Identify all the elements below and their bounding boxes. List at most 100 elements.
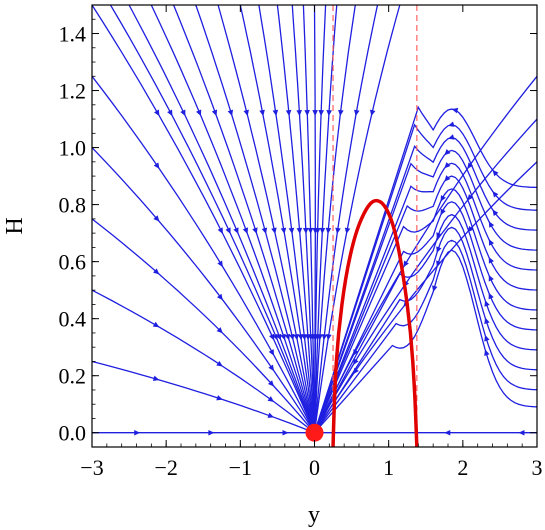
streamline — [92, 218, 315, 434]
x-tick-label: −1 — [229, 455, 252, 480]
streamline-arrow — [242, 227, 249, 234]
streamline — [313, 188, 537, 433]
x-tick-label: −3 — [80, 455, 103, 480]
streamline-arrow — [276, 333, 282, 341]
streamline-arrow — [484, 334, 490, 342]
nullcline-curve — [331, 198, 419, 447]
axis-arrow — [282, 429, 289, 436]
streamline — [313, 5, 379, 433]
streamline-arrow — [267, 412, 275, 418]
streamline-arrow — [261, 227, 268, 234]
streamline-arrow — [225, 227, 231, 234]
streamline-arrow — [467, 194, 474, 201]
x-axis-title: y — [308, 502, 320, 528]
streamline — [313, 162, 537, 433]
fixed-point-group — [305, 423, 324, 442]
streamline-arrow — [436, 260, 442, 268]
streamline — [291, 5, 316, 433]
streamline-arrow — [344, 227, 351, 234]
axis-arrow — [208, 429, 215, 436]
streamline — [276, 5, 316, 433]
axis-arrow — [134, 429, 141, 436]
streamline-arrow — [216, 327, 223, 334]
y-tick-label: 1.2 — [59, 79, 87, 104]
x-tick-label: 1 — [383, 455, 394, 480]
streamline-arrow — [297, 333, 304, 341]
y-tick-label: 1.0 — [59, 136, 87, 161]
streamline-arrow — [451, 107, 459, 114]
streamline-arrow — [252, 227, 258, 234]
streamline-arrow — [484, 349, 490, 356]
streamline — [195, 5, 316, 433]
streamline-arrow — [354, 109, 360, 117]
x-axis: −3 −2 −1 0 1 2 3 — [80, 5, 543, 480]
x-tick-label: −2 — [154, 455, 177, 480]
streamline-arrow — [338, 109, 344, 117]
streamline — [313, 5, 338, 433]
y-tick-label: 0.2 — [59, 364, 87, 389]
streamline-arrow — [153, 215, 160, 222]
streamline — [109, 5, 316, 433]
y-tick-label: 0.4 — [59, 307, 87, 332]
streamline — [313, 5, 327, 433]
streamline-arrow — [326, 333, 332, 341]
axis-arrow — [444, 429, 451, 436]
streamline-arrow — [167, 109, 173, 117]
streamline-arrow — [216, 360, 223, 367]
streamline — [313, 175, 537, 433]
streamline-arrow — [153, 162, 160, 169]
streamline-arrow — [227, 109, 234, 117]
y-axis-title: H — [2, 217, 28, 234]
streamline — [313, 5, 401, 433]
streamline — [313, 149, 537, 433]
streamline — [313, 5, 356, 433]
streamline-arrow — [318, 110, 325, 117]
x-tick-label: 3 — [532, 455, 543, 480]
streamline-arrow — [296, 109, 303, 117]
streamline-arrow — [284, 333, 291, 341]
streamline-arrow — [484, 317, 490, 325]
streamline-arrow — [243, 109, 249, 117]
streamline — [313, 105, 537, 433]
streamline-arrow — [302, 227, 309, 234]
streamline — [313, 226, 537, 434]
streamline-arrow — [444, 149, 451, 156]
streamline-arrow — [488, 239, 495, 246]
dashed-guides — [332, 5, 418, 447]
streamline-arrow — [484, 300, 490, 307]
streamline-arrow — [436, 246, 442, 253]
streamline-arrow — [444, 162, 451, 169]
streamline — [313, 201, 537, 433]
streamline — [302, 5, 316, 433]
streamline-arrow — [280, 333, 286, 341]
streamline-arrow — [285, 109, 292, 117]
streamline-arrow — [369, 109, 376, 117]
streamline-arrow — [216, 293, 223, 301]
streamline-arrow — [271, 227, 277, 234]
streamline — [217, 5, 316, 433]
streamline-arrow — [296, 227, 303, 234]
streamline — [239, 5, 316, 433]
streamline-arrow — [432, 285, 438, 292]
streamline-arrow — [440, 195, 446, 202]
y-tick-label: 1.4 — [59, 22, 87, 47]
streamline-arrow — [233, 227, 239, 234]
streamline-arrow — [353, 358, 359, 365]
streamline-arrow — [448, 121, 455, 127]
streamline-arrow — [488, 274, 494, 282]
streamline-arrow — [268, 364, 275, 372]
streamline-arrow — [325, 227, 332, 234]
streamline-arrow — [259, 109, 265, 117]
streamline-arrow — [180, 109, 186, 117]
streamline-arrow — [272, 333, 278, 341]
streamline — [172, 5, 316, 433]
y-axis: 0.0 0.2 0.4 0.6 0.8 1.0 1.2 1.4 — [59, 18, 537, 446]
streamline-arrow — [492, 191, 499, 198]
streamline — [92, 289, 315, 434]
streamline — [258, 5, 316, 433]
nullcline-curve-group — [331, 198, 419, 447]
streamline — [313, 123, 537, 433]
streamline-arrow — [312, 110, 318, 117]
streamline-arrow — [293, 333, 299, 341]
streamline-arrow — [488, 292, 494, 300]
